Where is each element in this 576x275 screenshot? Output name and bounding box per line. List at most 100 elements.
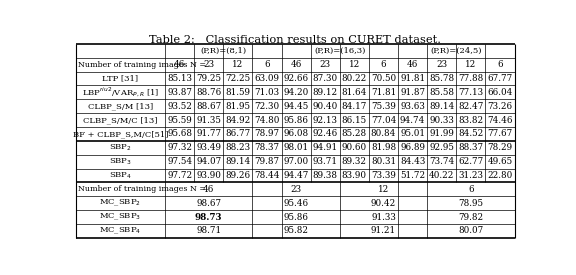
Text: 85.58: 85.58 xyxy=(429,88,454,97)
Text: 75.39: 75.39 xyxy=(371,102,396,111)
Text: 23: 23 xyxy=(203,60,214,69)
Text: 84.43: 84.43 xyxy=(400,157,425,166)
Text: 90.33: 90.33 xyxy=(429,116,454,125)
Text: 81.64: 81.64 xyxy=(342,88,367,97)
Text: SBP$_2$: SBP$_2$ xyxy=(109,142,132,153)
Text: 97.54: 97.54 xyxy=(167,157,192,166)
Text: 80.07: 80.07 xyxy=(458,226,483,235)
Text: 83.90: 83.90 xyxy=(342,171,367,180)
Text: 84.52: 84.52 xyxy=(458,129,483,138)
Text: 97.00: 97.00 xyxy=(283,157,309,166)
Text: (P,R)=(24,5): (P,R)=(24,5) xyxy=(430,47,482,55)
Text: 71.81: 71.81 xyxy=(371,88,396,97)
Text: 77.67: 77.67 xyxy=(487,129,513,138)
Text: 78.97: 78.97 xyxy=(255,129,279,138)
Text: 71.03: 71.03 xyxy=(255,88,279,97)
Text: 81.59: 81.59 xyxy=(225,88,251,97)
Text: 93.71: 93.71 xyxy=(313,157,338,166)
Text: 90.42: 90.42 xyxy=(371,199,396,208)
Text: MC_SBP$_2$: MC_SBP$_2$ xyxy=(100,198,142,208)
Text: 79.82: 79.82 xyxy=(458,213,483,222)
Text: 12: 12 xyxy=(232,60,244,69)
Text: 67.77: 67.77 xyxy=(487,74,513,83)
Text: 94.07: 94.07 xyxy=(196,157,221,166)
Text: 89.12: 89.12 xyxy=(313,88,338,97)
Text: 95.46: 95.46 xyxy=(283,199,309,208)
Text: 95.68: 95.68 xyxy=(167,129,192,138)
Text: 74.80: 74.80 xyxy=(254,116,279,125)
Text: 94.91: 94.91 xyxy=(313,143,338,152)
Text: 78.95: 78.95 xyxy=(458,199,483,208)
Text: 85.78: 85.78 xyxy=(429,74,454,83)
Text: 85.28: 85.28 xyxy=(342,129,367,138)
Text: CLBP_S/M/C [13]: CLBP_S/M/C [13] xyxy=(83,116,158,124)
Text: 93.87: 93.87 xyxy=(167,88,192,97)
Text: 23: 23 xyxy=(320,60,331,69)
Text: 86.77: 86.77 xyxy=(225,129,251,138)
Text: 88.76: 88.76 xyxy=(196,88,221,97)
Text: 89.32: 89.32 xyxy=(342,157,367,166)
Text: 95.01: 95.01 xyxy=(400,129,425,138)
Text: SBP$_4$: SBP$_4$ xyxy=(109,170,132,181)
Text: 77.88: 77.88 xyxy=(458,74,483,83)
Text: 78.37: 78.37 xyxy=(255,143,279,152)
Text: 88.37: 88.37 xyxy=(458,143,483,152)
Text: 92.66: 92.66 xyxy=(283,74,309,83)
Text: 90.60: 90.60 xyxy=(342,143,367,152)
Text: 51.72: 51.72 xyxy=(400,171,425,180)
Text: 91.87: 91.87 xyxy=(400,88,425,97)
Text: 80.22: 80.22 xyxy=(342,74,367,83)
Text: SBP$_3$: SBP$_3$ xyxy=(109,156,132,167)
Text: Table 2:   Classification results on CURET dataset.: Table 2: Classification results on CURET… xyxy=(149,35,441,45)
Text: 77.13: 77.13 xyxy=(458,88,483,97)
Text: 86.15: 86.15 xyxy=(342,116,367,125)
Text: 89.14: 89.14 xyxy=(225,157,251,166)
Text: 63.09: 63.09 xyxy=(255,74,279,83)
Text: 23: 23 xyxy=(436,60,448,69)
Text: 70.50: 70.50 xyxy=(371,74,396,83)
Text: 97.32: 97.32 xyxy=(167,143,192,152)
Text: 49.65: 49.65 xyxy=(487,157,513,166)
Text: 84.17: 84.17 xyxy=(342,102,367,111)
Text: 95.86: 95.86 xyxy=(283,213,309,222)
Text: 98.01: 98.01 xyxy=(283,143,309,152)
Text: 95.82: 95.82 xyxy=(283,226,309,235)
Text: 93.49: 93.49 xyxy=(196,143,221,152)
Text: 91.21: 91.21 xyxy=(371,226,396,235)
Text: 72.25: 72.25 xyxy=(225,74,251,83)
Text: 46: 46 xyxy=(203,185,214,194)
Text: (P,R)=(16,3): (P,R)=(16,3) xyxy=(314,47,365,55)
Text: 81.98: 81.98 xyxy=(371,143,396,152)
Text: 94.45: 94.45 xyxy=(283,102,309,111)
Text: 72.30: 72.30 xyxy=(255,102,279,111)
Text: 6: 6 xyxy=(381,60,386,69)
Text: 98.73: 98.73 xyxy=(195,213,222,222)
Text: 89.38: 89.38 xyxy=(313,171,338,180)
Text: 79.87: 79.87 xyxy=(255,157,279,166)
Text: 84.92: 84.92 xyxy=(225,116,251,125)
Text: 94.20: 94.20 xyxy=(283,88,309,97)
Text: 73.26: 73.26 xyxy=(487,102,513,111)
Text: 80.31: 80.31 xyxy=(371,157,396,166)
Text: 6: 6 xyxy=(468,185,473,194)
Text: 77.04: 77.04 xyxy=(371,116,396,125)
Text: 94.47: 94.47 xyxy=(283,171,309,180)
Text: 91.33: 91.33 xyxy=(371,213,396,222)
Text: 31.23: 31.23 xyxy=(458,171,483,180)
Text: 91.99: 91.99 xyxy=(429,129,454,138)
Text: 6: 6 xyxy=(264,60,270,69)
Text: 46: 46 xyxy=(407,60,418,69)
Text: 96.89: 96.89 xyxy=(400,143,425,152)
Text: 90.40: 90.40 xyxy=(313,102,338,111)
Text: 74.46: 74.46 xyxy=(487,116,513,125)
Text: 12: 12 xyxy=(465,60,476,69)
Text: LTP [31]: LTP [31] xyxy=(103,75,138,82)
Text: 85.13: 85.13 xyxy=(167,74,192,83)
Text: 22.80: 22.80 xyxy=(487,171,513,180)
Text: MC_SBP$_4$: MC_SBP$_4$ xyxy=(99,226,142,236)
Text: 12: 12 xyxy=(378,185,389,194)
Text: 79.25: 79.25 xyxy=(196,74,221,83)
Text: 78.29: 78.29 xyxy=(487,143,513,152)
Text: 92.13: 92.13 xyxy=(313,116,338,125)
Text: 73.74: 73.74 xyxy=(429,157,454,166)
